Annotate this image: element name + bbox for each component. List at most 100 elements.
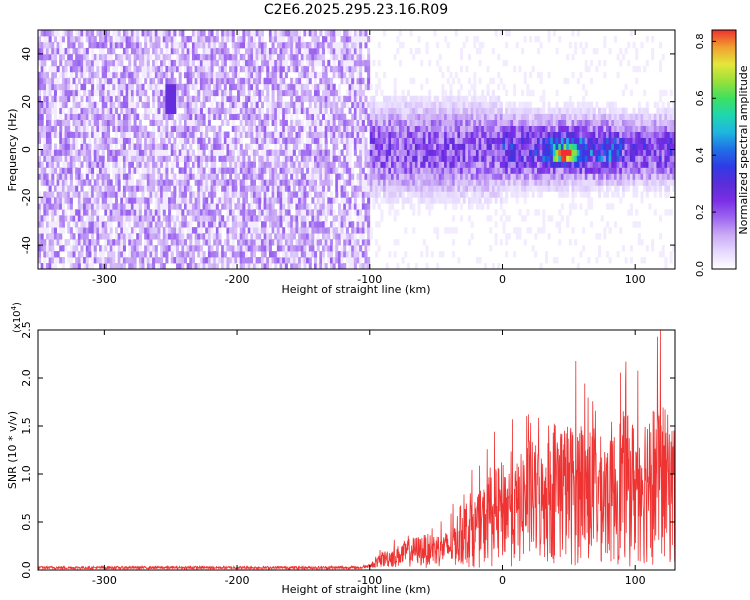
heatmap-cell-1007 xyxy=(117,59,121,67)
heatmap-cell-3873 xyxy=(351,245,355,252)
heatmap-cell-1877 xyxy=(189,185,193,192)
heatmap-cell-2346 xyxy=(226,47,230,55)
heatmap-cell-4037 xyxy=(364,257,368,264)
heatmap-cell-1801 xyxy=(183,221,188,228)
heatmap-cell-3907 xyxy=(353,227,357,234)
heatmap-cell-4461 xyxy=(414,161,418,168)
heatmap-cell-1171 xyxy=(130,125,134,132)
heatmap-cell-113 xyxy=(45,161,50,168)
heatmap-cell-4488 xyxy=(417,125,421,132)
heatmap-cell-2218 xyxy=(215,83,219,91)
heatmap-cell-2633 xyxy=(250,107,254,115)
heatmap-cell-4518 xyxy=(422,197,426,204)
heatmap-cell-678 xyxy=(91,47,95,55)
heatmap-cell-3180 xyxy=(295,263,299,269)
heatmap-cell-518 xyxy=(80,239,84,246)
heatmap-cell-578 xyxy=(83,30,87,37)
heatmap-cell-3538 xyxy=(322,95,326,103)
heatmap-cell-600 xyxy=(85,125,89,132)
heatmap-cell-2784 xyxy=(263,239,267,246)
heatmap-cell-4449 xyxy=(412,113,416,121)
heatmap-cell-4840 xyxy=(460,65,464,73)
heatmap-cell-2286 xyxy=(223,257,227,264)
heatmap-cell-2341 xyxy=(226,95,230,103)
heatmap-cell-4458 xyxy=(414,179,418,186)
heatmap-cell-4390 xyxy=(404,101,408,109)
heatmap-cell-2778 xyxy=(260,35,264,43)
heatmap-cell-1905 xyxy=(191,203,195,210)
heatmap-cell-4907 xyxy=(470,191,474,198)
heatmap-cell-2704 xyxy=(255,101,259,109)
heatmap-cell-1761 xyxy=(178,53,182,61)
heatmap-cell-129 xyxy=(45,53,50,61)
heatmap-cell-2864 xyxy=(268,149,272,156)
heatmap-cell-3563 xyxy=(324,155,328,162)
heatmap-cell-1934 xyxy=(194,203,198,210)
heatmap-cell-285 xyxy=(59,101,63,109)
heatmap-cell-652 xyxy=(91,227,95,234)
heatmap-cell-4215 xyxy=(383,125,387,132)
heatmap-cell-3050 xyxy=(282,30,286,37)
heatmap-cell-2412 xyxy=(231,41,235,49)
heatmap-cell-180 xyxy=(51,203,55,210)
heatmap-cell-903 xyxy=(109,137,113,144)
heatmap-cell-4992 xyxy=(478,59,482,67)
heatmap-cell-1918 xyxy=(191,95,195,103)
heatmap-cell-1837 xyxy=(186,203,190,210)
heatmap-cell-4606 xyxy=(433,179,437,186)
heatmap-cell-985 xyxy=(117,221,121,228)
heatmap-cell-4047 xyxy=(364,185,368,192)
heatmap-cell-2957 xyxy=(276,185,280,192)
heatmap-cell-4411 xyxy=(409,203,413,210)
heatmap-cell-3783 xyxy=(343,167,347,174)
heatmap-cell-1072 xyxy=(122,101,126,109)
heatmap-cell-1717 xyxy=(176,155,180,162)
heatmap-cell-2349 xyxy=(229,257,233,264)
heatmap-cell-3649 xyxy=(332,227,336,234)
heatmap-cell-2338 xyxy=(226,131,230,138)
heatmap-cell-4271 xyxy=(391,155,395,162)
heatmap-cell-338 xyxy=(64,155,68,162)
heatmap-cell-771 xyxy=(99,65,103,73)
heatmap-cell-97 xyxy=(43,35,47,43)
heatmap-cell-459 xyxy=(75,185,79,192)
heatmap-cell-608 xyxy=(85,65,89,73)
heatmap-cell-794 xyxy=(101,149,105,156)
heatmap-cell-4789 xyxy=(454,137,458,144)
heatmap-cell-1554 xyxy=(162,179,166,186)
heatmap-cell-1546 xyxy=(162,233,166,240)
heatmap-cell-1409 xyxy=(149,35,153,43)
heatmap-cell-279 xyxy=(59,137,63,144)
heatmap-cell-2251 xyxy=(218,47,222,55)
heatmap-cell-2724 xyxy=(258,191,262,198)
heatmap-cell-575 xyxy=(83,59,87,67)
heatmap-cell-2786 xyxy=(263,227,267,234)
heatmap-cell-3822 xyxy=(345,125,349,132)
heatmap-cell-2139 xyxy=(210,185,214,192)
heatmap-cell-4700 xyxy=(444,131,448,138)
heatmap-cell-2439 xyxy=(234,71,238,79)
heatmap-cell-4060 xyxy=(364,83,368,91)
heatmap-cell-3473 xyxy=(316,89,320,97)
heatmap-cell-1626 xyxy=(168,113,172,121)
heatmap-cell-1975 xyxy=(197,161,201,168)
heatmap-cell-1257 xyxy=(138,215,142,222)
heatmap-cell-1686 xyxy=(173,155,177,162)
heatmap-cell-3536 xyxy=(322,107,326,115)
heatmap-cell-1834 xyxy=(186,227,190,234)
heatmap-cell-4021 xyxy=(361,143,365,150)
heatmap-cell-1930 xyxy=(194,233,198,240)
heatmap-cell-2204 xyxy=(215,197,219,204)
heatmap-cell-1983 xyxy=(197,107,201,115)
heatmap-cell-4872 xyxy=(465,131,469,138)
heatmap-cell-3023 xyxy=(282,203,286,210)
heatmap-cell-3131 xyxy=(290,155,294,162)
heatmap-cell-4427 xyxy=(409,107,413,115)
heatmap-cell-3456 xyxy=(316,197,320,204)
heatmap-cell-214 xyxy=(53,185,57,192)
heatmap-cell-3763 xyxy=(340,71,344,79)
heatmap-cell-1753 xyxy=(178,101,182,109)
heatmap-cell-527 xyxy=(80,185,84,192)
heatmap-cell-18 xyxy=(38,137,42,144)
heatmap-cell-4970 xyxy=(475,35,479,43)
